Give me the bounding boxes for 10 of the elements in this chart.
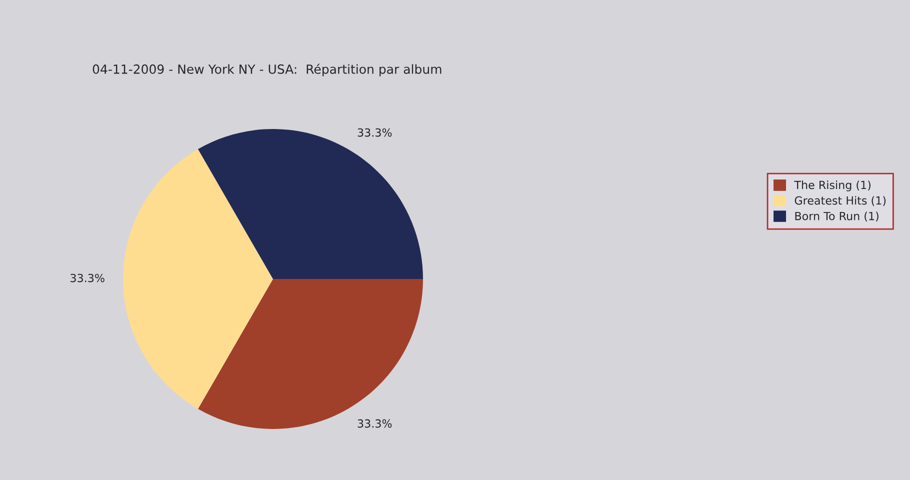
data-label: 33.3% bbox=[358, 419, 392, 428]
legend-label: Born To Run (1) bbox=[795, 212, 878, 222]
pie-slice bbox=[123, 149, 273, 409]
legend-label: Greatest Hits (1) bbox=[794, 196, 886, 206]
legend-label: The Rising (1) bbox=[794, 180, 871, 192]
pie-slice bbox=[198, 129, 423, 279]
pie-slice bbox=[198, 279, 423, 429]
chart-title: 04-11-2009 - New York NY - USA: Répartition par album bbox=[92, 64, 442, 76]
data-label: 33.3% bbox=[70, 274, 104, 282]
data-label: 33.3% bbox=[358, 128, 392, 137]
